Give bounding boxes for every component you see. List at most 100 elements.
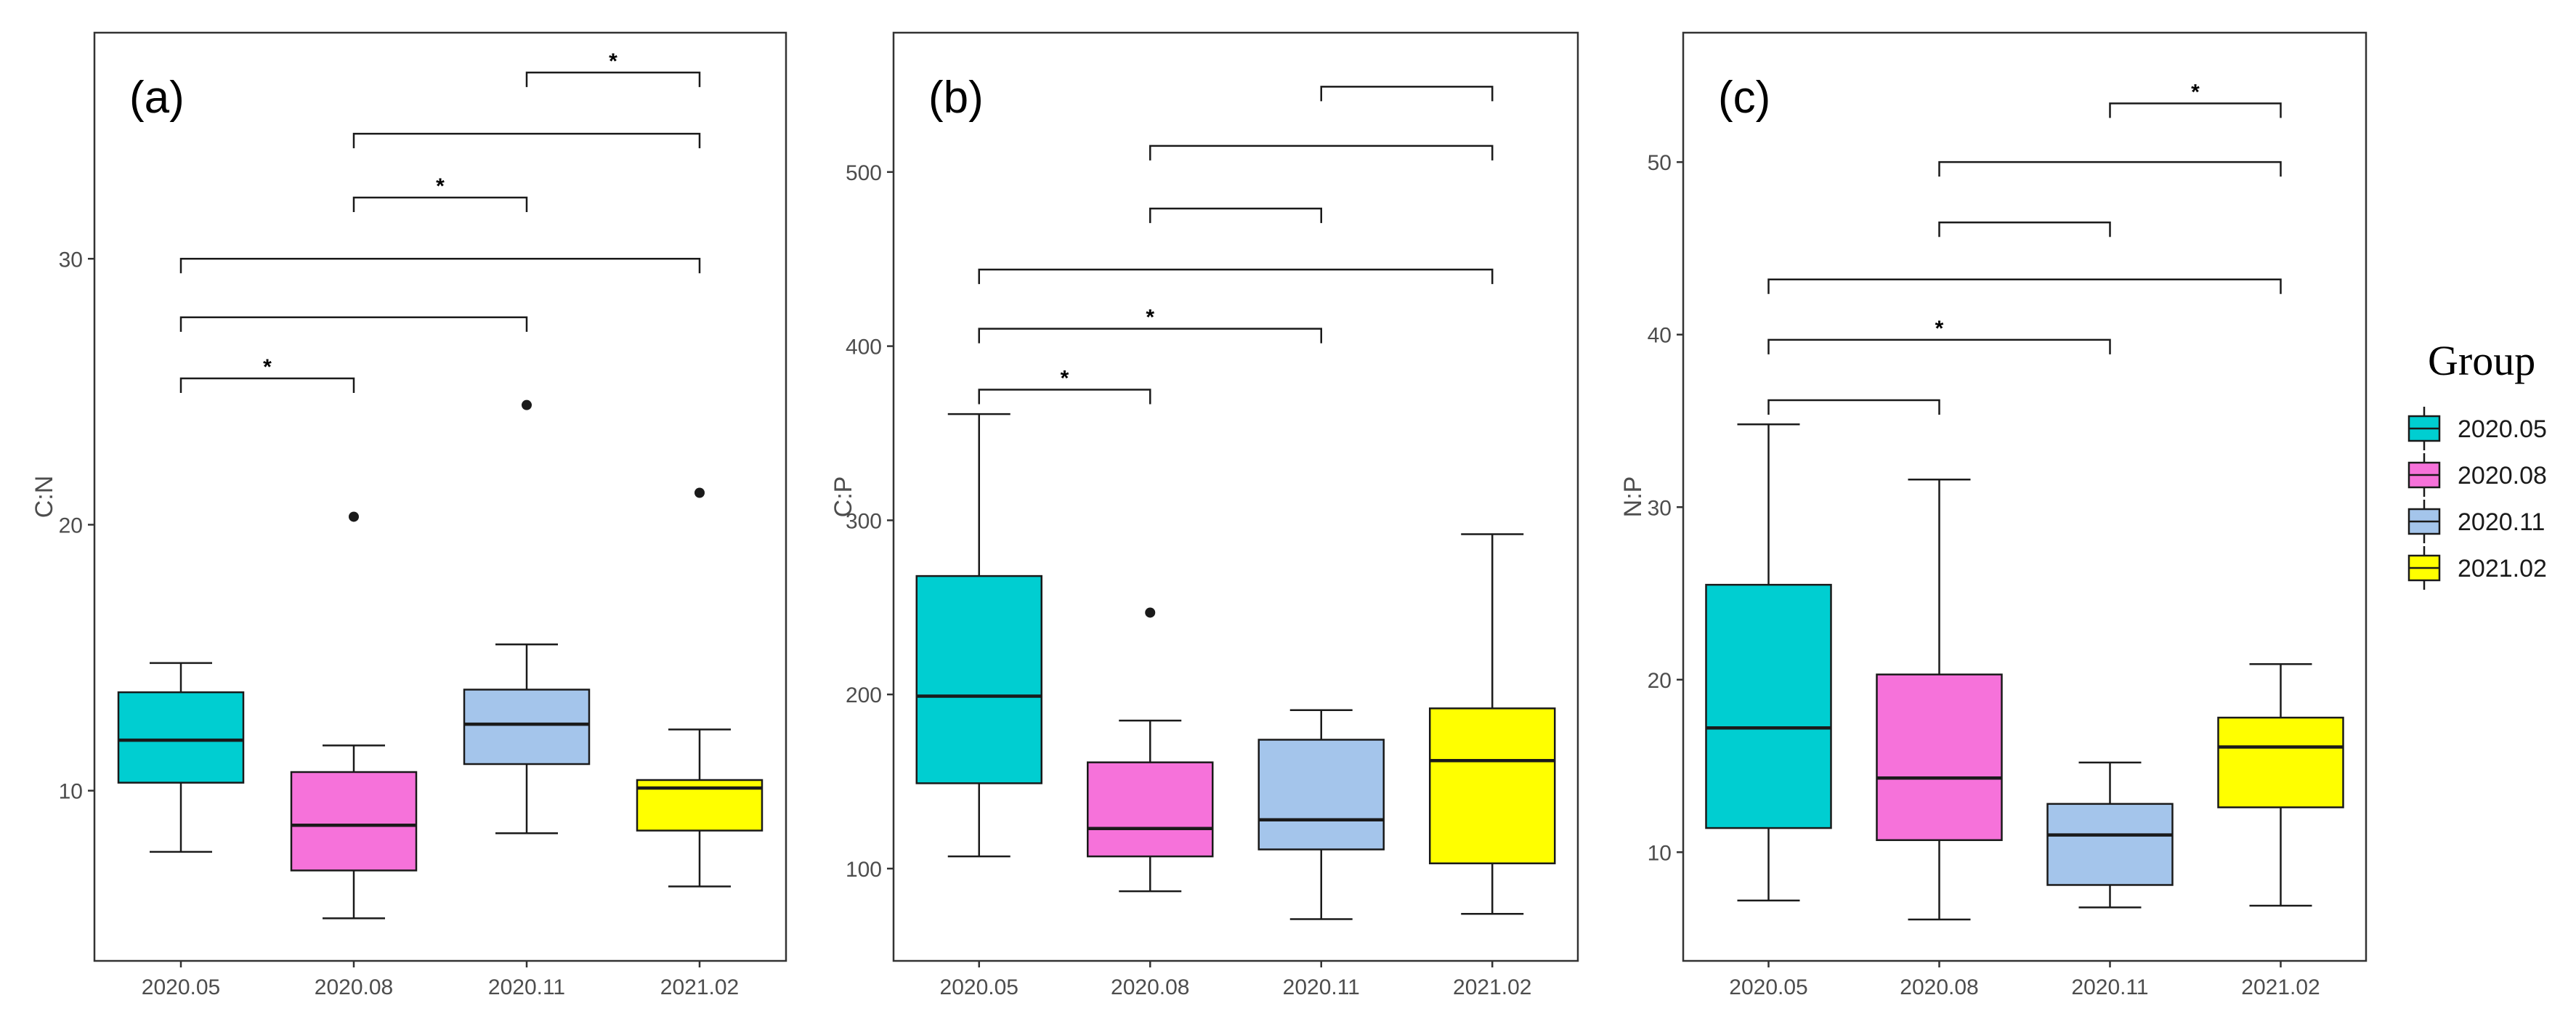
comparison-bracket: * [978,306,1322,344]
legend-label: 2020.11 [2458,508,2545,536]
x-tick-label: 2020.08 [315,975,393,999]
bracket-line [525,71,701,87]
x-tick-label: 2020.11 [488,975,565,999]
box-2020.08 [1876,478,2003,921]
y-tick-label: 20 [1648,669,1672,693]
bracket-line [1149,207,1322,224]
bracket-line [978,328,1322,344]
x-tick-label: 2020.11 [1283,975,1360,999]
bracket-line [1938,161,2282,177]
box-body [463,689,591,766]
box-2020.11 [1257,709,1385,920]
box-body [1087,761,1214,858]
bracket-line [978,389,1151,405]
legend-title: Group [2428,337,2535,384]
significance-label: * [436,174,445,198]
x-tick-label: 2020.08 [1900,975,1978,999]
panel-1: 10 20 30 C:N 2020.05 2020.08 2020.11 2021.02 (a)… [31,31,787,999]
legend-item: 2020.11 [2407,500,2545,543]
x-tick-label: 2020.05 [1729,975,1807,999]
y-tick-label: 40 [1648,324,1672,348]
panel-3: 10 20 30 40 50 N:P 2020.05 2020.08 2020.11 2021.0… [1619,31,2368,999]
x-tick-label: 2020.05 [142,975,220,999]
comparison-bracket: * [2109,80,2282,118]
box-2020.11 [2046,761,2174,909]
comparison-bracket [1938,161,2282,177]
x-tick-label: 2020.11 [2071,975,2148,999]
y-tick-label: 300 [846,509,882,533]
bracket-line [1320,86,1494,102]
comparison-bracket [1767,278,2282,294]
bracket-line [179,377,355,394]
x-tick-label: 2021.02 [1453,975,1531,999]
box-2020.08 [290,511,418,919]
box-2021.02 [1429,533,1556,915]
box-2020.05 [1705,423,1832,902]
box-2020.05 [915,413,1042,858]
y-tick-label: 500 [846,161,882,185]
box-body [1705,583,1832,829]
y-tick-label: 200 [846,683,882,707]
bracket-line [2109,102,2282,118]
box-2021.02 [2217,663,2344,907]
box-body [1876,673,2003,841]
legend-label: 2021.02 [2458,555,2547,582]
bracket-line [179,316,528,332]
comparison-bracket: * [352,174,528,213]
comparison-bracket [1938,222,2111,237]
box-body [2046,803,2174,886]
box-body [1257,739,1385,850]
outlier-point [694,487,705,498]
outlier-point [1145,607,1156,618]
legend-item: 2021.02 [2407,546,2547,590]
plot-frame [892,31,1579,962]
y-tick-label: 50 [1648,151,1672,175]
bracket-line [978,268,1494,285]
comparison-bracket [179,258,701,274]
legend-label: 2020.05 [2458,415,2547,443]
y-axis-title: N:P [1619,476,1647,518]
significance-label: * [263,355,272,379]
significance-label: * [2191,80,2200,104]
comparison-bracket: * [1767,317,2111,354]
y-tick-label: 100 [846,858,882,882]
box-body [290,771,418,872]
y-tick-label: 10 [59,780,83,804]
x-tick-label: 2021.02 [2241,975,2320,999]
panel-label: (b) [928,73,984,123]
y-tick-label: 400 [846,336,882,360]
box-2020.08 [1087,607,1214,893]
panel-label: (c) [1718,73,1770,123]
bracket-line [179,258,701,274]
y-tick-label: 30 [1648,496,1672,520]
significance-label: * [609,49,617,73]
bracket-line [352,196,528,213]
plot-frame [1682,31,2368,962]
comparison-bracket [1767,399,1940,415]
significance-label: * [1061,367,1069,391]
legend-label: 2020.08 [2458,462,2547,490]
significance-label: * [1935,317,1944,341]
box-2021.02 [636,487,764,888]
legend-item: 2020.05 [2407,407,2547,450]
outlier-point [522,399,532,410]
panel-label: (a) [129,73,185,123]
y-tick-label: 30 [59,248,83,272]
y-tick-label: 20 [59,513,83,537]
outlier-point [349,511,359,522]
x-tick-label: 2021.02 [660,975,739,999]
legend-item: 2020.08 [2407,453,2547,497]
x-tick-label: 2020.05 [940,975,1018,999]
comparison-bracket [352,132,701,149]
box-body [915,574,1042,784]
box-body [1429,707,1556,864]
comparison-bracket: * [525,49,701,87]
comparison-bracket: * [179,355,355,394]
legend: Group 2020.05 2020.08 2020.11 2021.02 [2407,337,2547,590]
comparison-bracket: * [978,367,1151,405]
box-body [117,691,245,784]
bracket-line [1767,338,2111,354]
comparison-bracket [978,268,1494,285]
comparison-bracket [179,316,528,332]
